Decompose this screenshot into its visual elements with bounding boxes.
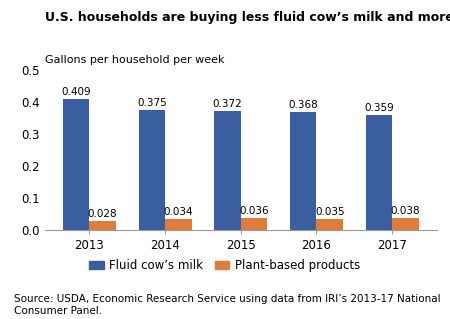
Text: 0.368: 0.368 xyxy=(288,100,318,110)
Bar xyxy=(139,110,165,230)
Bar xyxy=(165,219,192,230)
Bar xyxy=(214,111,241,230)
Bar xyxy=(89,221,116,230)
Text: 0.035: 0.035 xyxy=(315,207,345,217)
Text: 0.036: 0.036 xyxy=(239,206,269,216)
Bar xyxy=(63,99,89,230)
Text: 0.028: 0.028 xyxy=(88,209,117,219)
Text: Source: USDA, Economic Research Service using data from IRI’s 2013-17 National C: Source: USDA, Economic Research Service … xyxy=(14,294,440,316)
Bar xyxy=(241,218,267,230)
Text: U.S. households are buying less fluid cow’s milk and more plant-based products: U.S. households are buying less fluid co… xyxy=(45,11,450,24)
Bar xyxy=(366,115,392,230)
Text: Gallons per household per week: Gallons per household per week xyxy=(45,56,225,65)
Text: 0.372: 0.372 xyxy=(212,99,243,109)
Text: 0.409: 0.409 xyxy=(61,87,91,97)
Text: 0.375: 0.375 xyxy=(137,98,166,108)
Bar xyxy=(290,112,316,230)
Text: 0.038: 0.038 xyxy=(391,206,420,216)
Bar xyxy=(392,218,418,230)
Legend: Fluid cow’s milk, Plant-based products: Fluid cow’s milk, Plant-based products xyxy=(85,255,365,277)
Text: 0.359: 0.359 xyxy=(364,103,394,113)
Bar xyxy=(316,219,343,230)
Text: 0.034: 0.034 xyxy=(163,207,193,217)
